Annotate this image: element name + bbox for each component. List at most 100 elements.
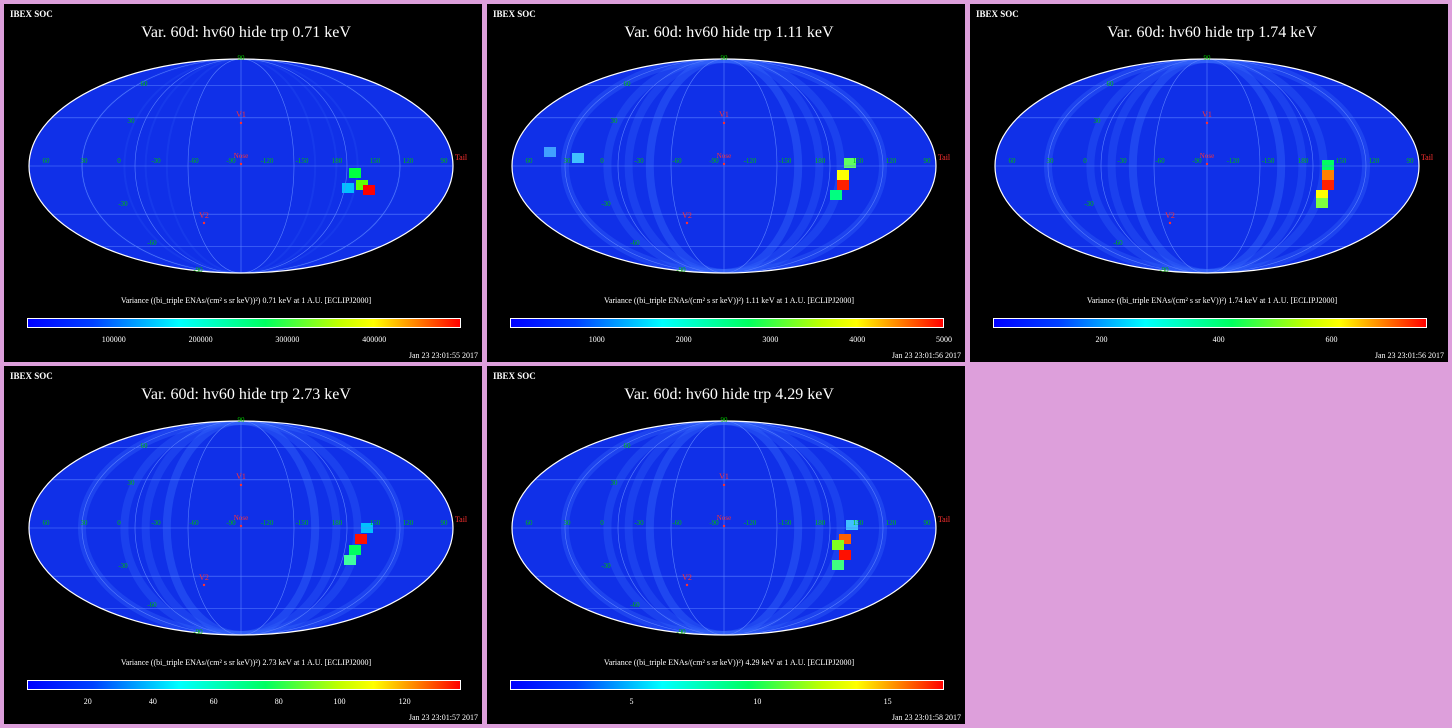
hotspot-cell <box>837 180 849 190</box>
longitude-label: 60 <box>43 157 51 165</box>
latitude-label: -30 <box>601 200 611 208</box>
soc-header: IBEX SOC <box>493 371 536 381</box>
marker-dot <box>722 162 726 166</box>
colorbar <box>993 318 1427 328</box>
sky-map-panel: 60 30 0 -30 -60 -90 -120 -150 180 150 120 90 60 30 -30… <box>487 366 965 724</box>
longitude-label: 30 <box>81 157 89 165</box>
longitude-label: -120 <box>744 519 757 527</box>
timestamp: Jan 23 23:01:55 2017 <box>408 351 478 360</box>
sky-map-panel: 60 30 0 -30 -60 -90 -120 -150 180 150 120 90 60 30 -30… <box>4 4 482 362</box>
latitude-label: 60 <box>624 80 632 88</box>
colorbar-tick-label: 100 <box>333 697 346 706</box>
longitude-label: 150 <box>853 157 864 165</box>
latitude-label: -30 <box>601 562 611 570</box>
panel-title: Var. 60d: hv60 hide trp 1.74 keV <box>1107 24 1317 41</box>
longitude-label: -90 <box>226 157 236 165</box>
hotspot-cell <box>544 147 556 157</box>
longitude-label: 0 <box>117 519 121 527</box>
marker-dot <box>202 583 206 587</box>
longitude-label: -30 <box>1117 157 1127 165</box>
longitude-label: -150 <box>779 157 792 165</box>
hotspot-cell <box>349 168 361 178</box>
map-outline <box>28 58 454 274</box>
pole-label: -90 <box>193 628 203 636</box>
longitude-label: -150 <box>296 519 309 527</box>
latitude-label: -60 <box>147 601 157 609</box>
hotspot-cell <box>839 550 851 560</box>
colorbar-tick-label: 40 <box>148 697 157 706</box>
v2-marker: V2 <box>1165 211 1175 220</box>
colorbar-tick-label: 60 <box>209 697 218 706</box>
colorbar-tick-label: 100000 <box>101 335 126 344</box>
v2-marker: V2 <box>682 573 692 582</box>
latitude-label: 30 <box>1094 117 1102 125</box>
longitude-label: 120 <box>403 519 414 527</box>
v2-marker: V2 <box>682 211 692 220</box>
hotspot-cell <box>832 540 844 550</box>
latitude-label: 60 <box>141 442 149 450</box>
longitude-label: 30 <box>564 157 572 165</box>
longitude-label: -60 <box>672 157 682 165</box>
longitude-label: -120 <box>261 519 274 527</box>
longitude-label: 90 <box>924 519 932 527</box>
marker-dot <box>1205 121 1209 125</box>
longitude-label: 0 <box>117 157 121 165</box>
longitude-label: 150 <box>853 519 864 527</box>
pole-label: -90 <box>193 266 203 274</box>
colorbar-tick-label: 200 <box>1095 335 1108 344</box>
latitude-label: 30 <box>128 479 136 487</box>
colorbar-tick-label: 4000 <box>849 335 866 344</box>
map-outline <box>994 58 1420 274</box>
colorbar-tick-label: 15 <box>883 697 892 706</box>
longitude-label: 60 <box>1009 157 1017 165</box>
soc-header: IBEX SOC <box>10 9 53 19</box>
v1-marker: V1 <box>719 110 729 119</box>
longitude-label: -120 <box>261 157 274 165</box>
hotspot-cell <box>1322 180 1334 190</box>
longitude-label: 90 <box>924 157 932 165</box>
soc-header: IBEX SOC <box>493 9 536 19</box>
longitude-label: 120 <box>1369 157 1380 165</box>
colorbar-title: Variance ((bi_triple ENAs/(cm² s sr keV)… <box>120 296 372 305</box>
longitude-label: 0 <box>1083 157 1087 165</box>
colorbar <box>510 318 944 328</box>
marker-dot <box>722 121 726 125</box>
colorbar-tick-label: 5 <box>629 697 634 706</box>
longitude-label: -120 <box>1227 157 1240 165</box>
hotspot-cell <box>844 158 856 168</box>
marker-dot <box>685 221 689 225</box>
marker-dot <box>239 524 243 528</box>
longitude-label: 180 <box>332 157 343 165</box>
colorbar-title: Variance ((bi_triple ENAs/(cm² s sr keV)… <box>603 296 855 305</box>
hotspot-cell <box>839 534 851 544</box>
sky-map-panel: 60 30 0 -30 -60 -90 -120 -150 180 150 120 90 60 30 -30… <box>4 366 482 724</box>
pole-label: 90 <box>721 54 729 62</box>
longitude-label: 90 <box>1407 157 1415 165</box>
marker-dot <box>722 524 726 528</box>
v1-marker: V1 <box>719 472 729 481</box>
marker-dot <box>239 121 243 125</box>
colorbar-tick-label: 80 <box>274 697 283 706</box>
longitude-label: -60 <box>189 519 199 527</box>
longitude-label: 60 <box>526 157 534 165</box>
hotspot-cell <box>572 153 584 163</box>
pole-label: 90 <box>1204 54 1212 62</box>
mollweide-map: 60 30 0 -30 -60 -90 -120 -150 180 150 120 90 60 30 -30… <box>994 54 1434 274</box>
longitude-label: -60 <box>1155 157 1165 165</box>
longitude-label: -90 <box>709 157 719 165</box>
mollweide-map: 60 30 0 -30 -60 -90 -120 -150 180 150 120 90 60 30 -30… <box>28 54 468 274</box>
v1-marker: V1 <box>236 472 246 481</box>
hotspot-cell <box>344 555 356 565</box>
nose-marker: Nose <box>1200 152 1214 160</box>
map-outline <box>28 420 454 636</box>
hotspot-cell <box>832 560 844 570</box>
longitude-label: -120 <box>744 157 757 165</box>
latitude-label: -30 <box>1084 200 1094 208</box>
map-outline <box>511 420 937 636</box>
longitude-label: 30 <box>81 519 89 527</box>
longitude-label: 30 <box>564 519 572 527</box>
longitude-label: -90 <box>1192 157 1202 165</box>
colorbar-tick-label: 2000 <box>675 335 692 344</box>
soc-header: IBEX SOC <box>10 371 53 381</box>
colorbar-tick-label: 10 <box>753 697 762 706</box>
